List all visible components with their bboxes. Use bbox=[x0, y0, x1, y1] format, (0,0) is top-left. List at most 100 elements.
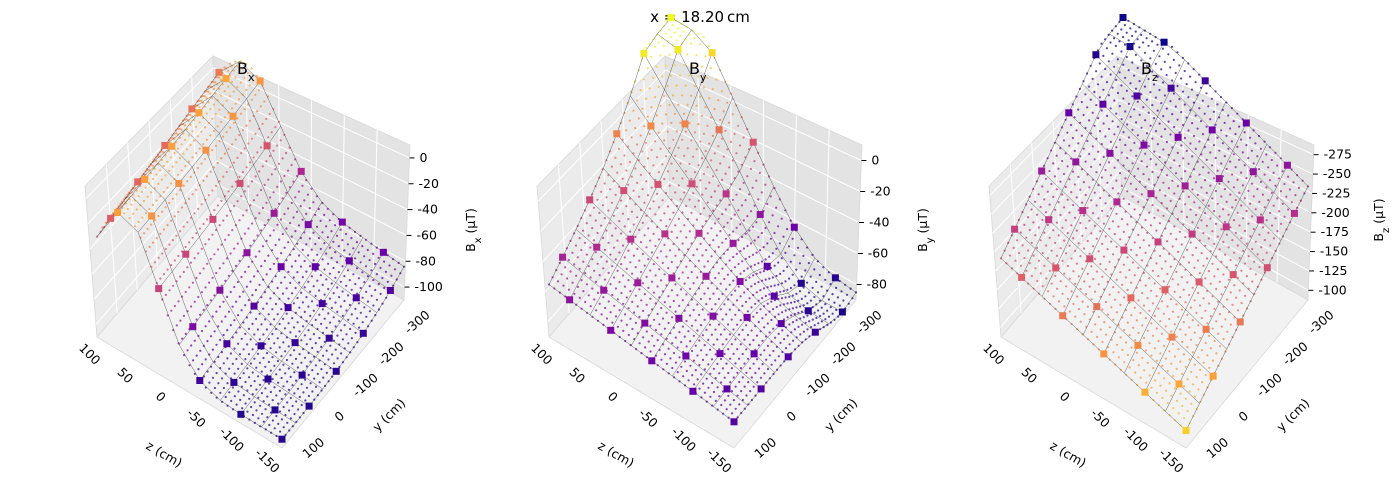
surface-point bbox=[705, 353, 708, 356]
data-marker bbox=[784, 353, 792, 361]
surface-point bbox=[636, 216, 639, 219]
surface-point bbox=[208, 320, 211, 323]
surface-point bbox=[177, 300, 180, 303]
surface-point bbox=[1238, 224, 1241, 227]
surface-point bbox=[1059, 213, 1062, 217]
surface-point bbox=[1198, 206, 1201, 209]
surface-point bbox=[228, 62, 231, 65]
surface-point bbox=[710, 195, 713, 199]
surface-point bbox=[1124, 341, 1128, 344]
surface-point bbox=[1224, 253, 1227, 256]
surface-point bbox=[1134, 30, 1137, 33]
surface-point bbox=[688, 230, 691, 233]
surface-point bbox=[1077, 308, 1080, 311]
surface-point bbox=[1048, 269, 1051, 272]
surface-point bbox=[1055, 254, 1059, 257]
surface-point bbox=[675, 130, 678, 133]
surface-point bbox=[665, 362, 669, 365]
surface-point bbox=[1189, 306, 1193, 309]
surface-point bbox=[710, 227, 713, 230]
surface-point bbox=[1232, 186, 1235, 189]
surface-point bbox=[200, 99, 203, 102]
surface-point bbox=[729, 403, 732, 406]
surface-point bbox=[771, 252, 774, 255]
surface-point bbox=[711, 87, 714, 91]
surface-point bbox=[312, 333, 315, 336]
surface-point bbox=[746, 333, 750, 337]
surface-point bbox=[1165, 140, 1168, 144]
surface-point bbox=[693, 131, 697, 134]
surface-point bbox=[598, 211, 601, 214]
surface-point bbox=[1127, 69, 1130, 72]
surface-point bbox=[644, 346, 647, 349]
surface-point bbox=[231, 362, 234, 365]
surface-point bbox=[310, 300, 314, 303]
surface-point bbox=[289, 281, 292, 284]
surface-point bbox=[755, 221, 758, 224]
surface-point bbox=[650, 55, 653, 59]
surface-point bbox=[752, 274, 755, 277]
surface-point bbox=[587, 234, 590, 237]
surface-point bbox=[273, 318, 276, 321]
wire-line bbox=[733, 292, 857, 422]
surface-point bbox=[186, 221, 189, 224]
surface-point bbox=[1046, 223, 1049, 227]
data-marker bbox=[134, 178, 142, 186]
surface-point bbox=[780, 282, 784, 285]
surface-point bbox=[1193, 201, 1196, 204]
surface-point bbox=[298, 306, 301, 309]
surface-point bbox=[1119, 271, 1122, 274]
surface-point bbox=[177, 173, 180, 176]
surface-point bbox=[1180, 77, 1183, 80]
surface-point bbox=[674, 310, 677, 313]
surface-point bbox=[1161, 364, 1164, 367]
surface-point bbox=[658, 238, 661, 241]
data-marker bbox=[141, 176, 149, 183]
surface-point bbox=[1173, 323, 1176, 326]
surface-point bbox=[349, 327, 352, 331]
surface-point bbox=[1147, 145, 1150, 148]
surface-point bbox=[309, 314, 312, 317]
surface-point bbox=[1156, 109, 1159, 112]
surface-point bbox=[1048, 170, 1051, 173]
surface-point bbox=[1098, 130, 1102, 133]
surface-point bbox=[283, 276, 286, 279]
data-marker bbox=[559, 253, 567, 261]
surface-point bbox=[346, 243, 349, 246]
surface-point bbox=[232, 121, 235, 125]
surface-point bbox=[366, 248, 369, 252]
surface-point bbox=[319, 247, 322, 251]
surface-point bbox=[1263, 238, 1266, 242]
surface-point bbox=[216, 75, 219, 79]
surface-point bbox=[784, 326, 788, 329]
surface-point bbox=[732, 230, 735, 233]
surface-point bbox=[1216, 169, 1219, 172]
surface-point bbox=[777, 225, 780, 228]
surface-point bbox=[674, 191, 677, 194]
surface-point bbox=[795, 306, 798, 309]
surface-point bbox=[249, 338, 252, 341]
surface-point bbox=[1247, 255, 1250, 258]
surface-point bbox=[229, 166, 232, 169]
data-marker bbox=[257, 342, 265, 350]
surface-point bbox=[795, 292, 798, 295]
surface-point bbox=[650, 148, 653, 152]
surface-point bbox=[689, 42, 693, 45]
surface-point bbox=[1202, 297, 1205, 300]
surface-point bbox=[1148, 309, 1151, 312]
surface-point bbox=[1152, 334, 1155, 337]
surface-point bbox=[715, 234, 719, 237]
surface-point bbox=[661, 199, 664, 202]
surface-point bbox=[1213, 242, 1216, 245]
surface-point bbox=[287, 367, 290, 370]
data-marker bbox=[1134, 341, 1142, 349]
surface-point bbox=[691, 64, 695, 67]
grid-line bbox=[992, 99, 1313, 234]
surface-point bbox=[1028, 262, 1031, 265]
surface-point bbox=[733, 266, 737, 269]
surface-point bbox=[281, 157, 284, 160]
surface-point bbox=[325, 302, 328, 306]
surface-point bbox=[641, 252, 645, 256]
surface-point bbox=[679, 34, 682, 38]
surface-point bbox=[1169, 265, 1172, 268]
